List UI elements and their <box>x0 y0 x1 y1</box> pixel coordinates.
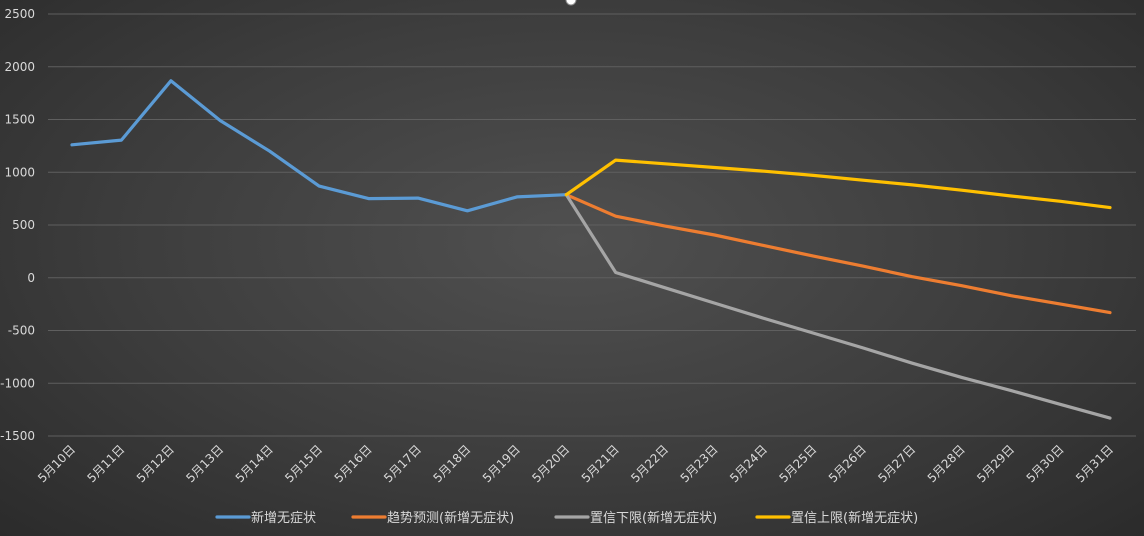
x-tick-label: 5月28日 <box>925 442 968 485</box>
y-tick-label: 2500 <box>4 7 35 21</box>
x-tick-label: 5月17日 <box>381 442 424 485</box>
x-tick-label: 5月14日 <box>233 442 276 485</box>
series-line <box>70 79 568 213</box>
y-tick-label: -1500 <box>0 429 35 443</box>
x-tick-label: 5月31日 <box>1073 442 1116 485</box>
y-tick-label: 1500 <box>4 113 35 127</box>
legend-item[interactable]: 置信上限(新增无症状) <box>755 510 918 526</box>
y-tick-label: -1000 <box>0 376 35 390</box>
x-tick-label: 5月21日 <box>579 442 622 485</box>
x-tick-label: 5月23日 <box>678 442 721 485</box>
x-tick-label: 5月11日 <box>84 442 127 485</box>
legend-item[interactable]: 趋势预测(新增无症状) <box>351 510 514 526</box>
y-tick-label: 500 <box>12 218 35 232</box>
series-line <box>564 193 1112 420</box>
x-tick-label: 5月26日 <box>826 442 869 485</box>
x-tick-label: 5月20日 <box>529 442 572 485</box>
y-tick-label: 2000 <box>4 60 35 74</box>
legend-label: 新增无症状 <box>251 510 316 526</box>
x-tick-label: 5月25日 <box>776 442 819 485</box>
x-tick-label: 5月16日 <box>332 442 375 485</box>
x-tick-label: 5月12日 <box>134 442 177 485</box>
y-tick-label: -500 <box>8 324 35 338</box>
x-tick-label: 5月27日 <box>875 442 918 485</box>
x-tick-label: 5月13日 <box>183 442 226 485</box>
x-tick-label: 5月18日 <box>430 442 473 485</box>
x-tick-label: 5月15日 <box>282 442 325 485</box>
x-tick-label: 5月19日 <box>480 442 523 485</box>
series-line <box>564 158 1112 210</box>
x-tick-label: 5月29日 <box>974 442 1017 485</box>
x-tick-label: 5月24日 <box>727 442 770 485</box>
series-lines <box>70 79 1112 420</box>
legend[interactable]: 新增无症状 趋势预测(新增无症状) 置信下限(新增无症状) 置信上限(新增无症状) <box>215 510 918 526</box>
y-tick-label: 1000 <box>4 165 35 179</box>
y-tick-label: 0 <box>27 271 35 285</box>
chart-resize-handle[interactable] <box>565 0 577 6</box>
y-axis-ticks: 2500 2000 1500 1000 500 0 -500 -1000 -1500 <box>0 7 35 443</box>
x-tick-label: 5月10日 <box>35 442 78 485</box>
x-tick-label: 5月30日 <box>1024 442 1067 485</box>
x-tick-label: 5月22日 <box>628 442 671 485</box>
series-line <box>564 193 1112 315</box>
legend-label: 置信上限(新增无症状) <box>791 510 918 526</box>
legend-item[interactable]: 新增无症状 <box>215 510 316 526</box>
gridlines <box>48 13 1136 437</box>
legend-item[interactable]: 置信下限(新增无症状) <box>554 510 717 526</box>
legend-label: 置信下限(新增无症状) <box>590 510 717 526</box>
x-axis-ticks: 5月10日 5月11日 5月12日 5月13日 5月14日 5月15日 5月16日 5月17日… <box>35 442 1116 485</box>
legend-label: 趋势预测(新增无症状) <box>387 510 514 526</box>
